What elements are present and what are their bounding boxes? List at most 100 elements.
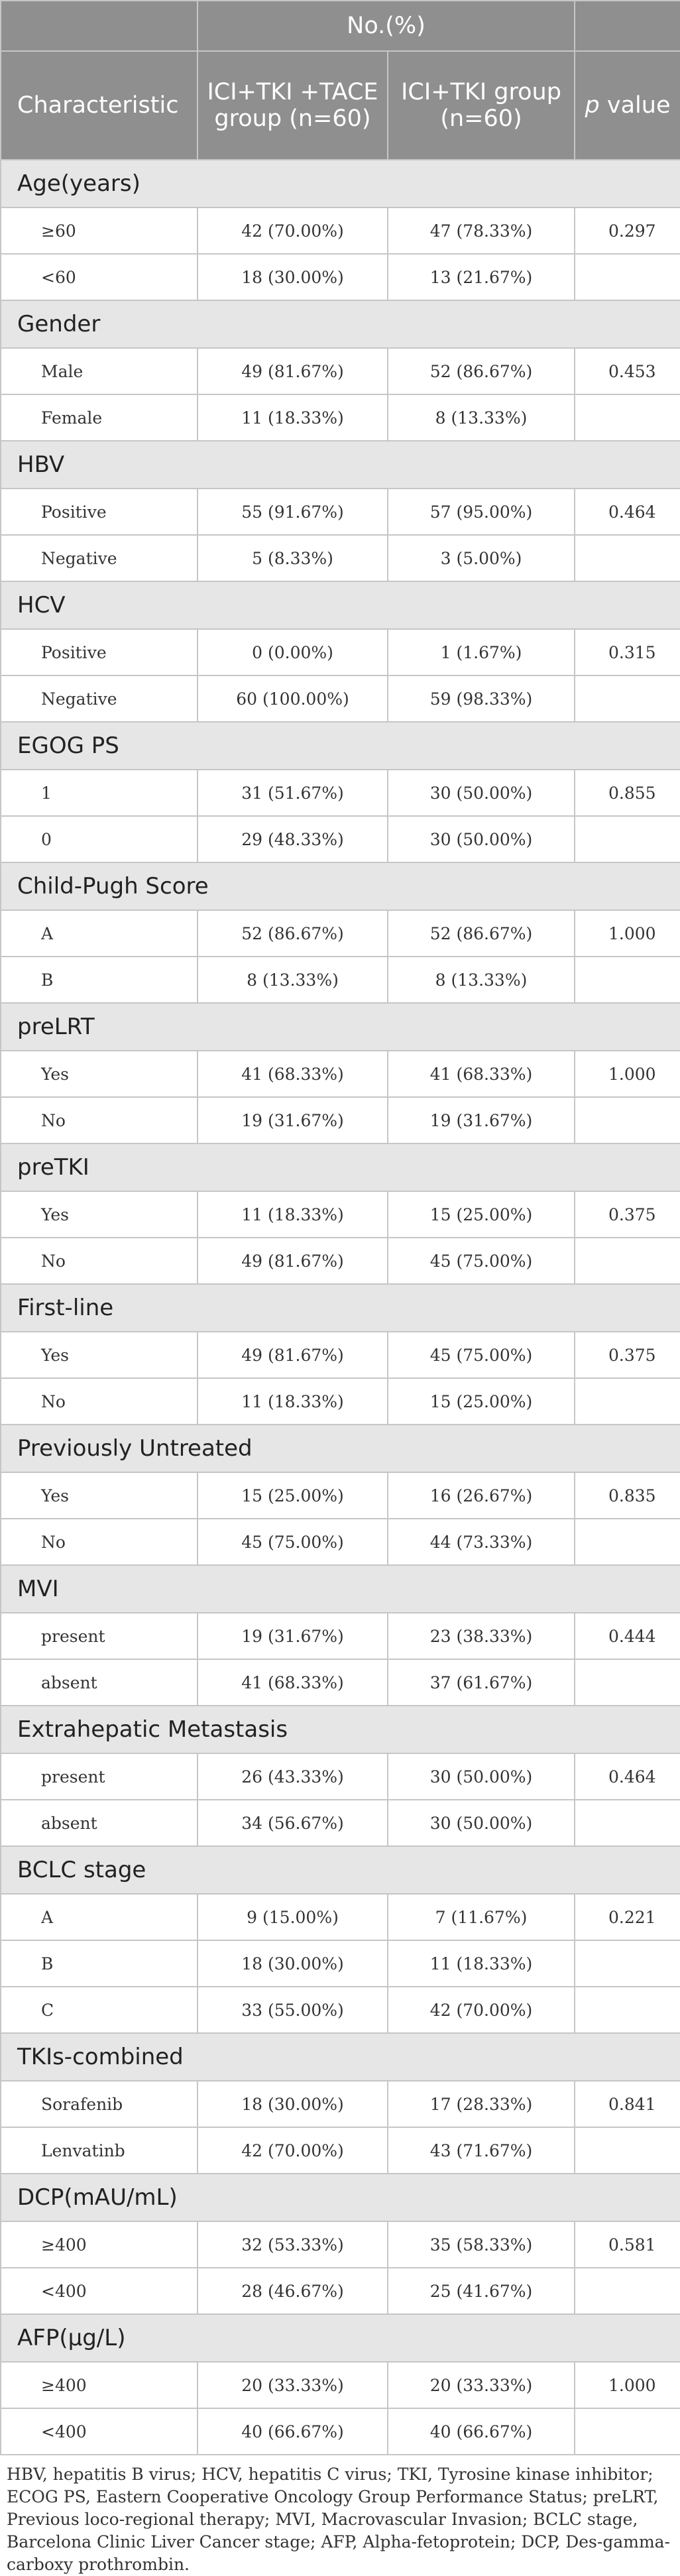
group1-value: 20 (33.33%) (197, 2361, 388, 2409)
group1-value: 19 (31.67%) (197, 1096, 388, 1144)
p-value: 1.000 (574, 909, 680, 957)
p-value (574, 534, 680, 582)
group2-value: 30 (50.00%) (386, 1799, 576, 1847)
section-title: Gender (0, 300, 680, 349)
group1-value: 60 (100.00%) (197, 675, 388, 723)
group2-value: 47 (78.33%) (386, 207, 576, 255)
group2-value: 37 (61.67%) (386, 1659, 576, 1706)
section-header-row: TKIs-combined (0, 2032, 680, 2081)
section-header-row: MVI (0, 1564, 680, 1613)
row-label: No (0, 1237, 198, 1285)
group2-value: 23 (38.33%) (386, 1612, 576, 1660)
row-label: ≥400 (0, 2361, 198, 2409)
table-row: ≥60 42 (70.00%) 47 (78.33%) 0.297 (0, 207, 680, 255)
group1-value: 15 (25.00%) (197, 1472, 388, 1519)
table-footnote: HBV, hepatitis B virus; HCV, hepatitis C… (7, 2465, 671, 2574)
p-value (574, 253, 680, 301)
table-row: Sorafenib 18 (30.00%) 17 (28.33%) 0.841 (0, 2080, 680, 2128)
section-header-row: Extrahepatic Metastasis (0, 1705, 680, 1754)
row-label: absent (0, 1799, 198, 1847)
table-row: Negative 60 (100.00%) 59 (98.33%) (0, 675, 680, 723)
row-label: Positive (0, 628, 198, 676)
section-header-row: HBV (0, 440, 680, 489)
row-label: No (0, 1377, 198, 1425)
row-label: <400 (0, 2267, 198, 2315)
table-row: C 33 (55.00%) 42 (70.00%) (0, 1986, 680, 2034)
group2-value: 1 (1.67%) (386, 628, 576, 676)
group2-header: ICI+TKI group (n=60) (386, 50, 576, 160)
section-header-row: Previously Untreated (0, 1424, 680, 1473)
row-label: present (0, 1612, 198, 1660)
group2-value: 20 (33.33%) (386, 2361, 576, 2409)
section-title: preTKI (0, 1143, 680, 1192)
group1-value: 18 (30.00%) (197, 2080, 388, 2128)
row-label: <400 (0, 2408, 198, 2455)
group1-value: 19 (31.67%) (197, 1612, 388, 1660)
p-value (574, 1799, 680, 1847)
p-value: 0.315 (574, 628, 680, 676)
row-label: Negative (0, 534, 198, 582)
p-value (574, 1377, 680, 1425)
p-value (574, 1659, 680, 1706)
row-label: A (0, 1893, 198, 1941)
table-row: Positive 55 (91.67%) 57 (95.00%) 0.464 (0, 488, 680, 536)
table-row: No 19 (31.67%) 19 (31.67%) (0, 1096, 680, 1144)
group2-value: 3 (5.00%) (386, 534, 576, 582)
group1-value: 18 (30.00%) (197, 253, 388, 301)
section-header-row: AFP(μg/L) (0, 2313, 680, 2363)
row-label: Positive (0, 488, 198, 536)
row-label: No (0, 1518, 198, 1566)
group2-value: 30 (50.00%) (386, 769, 576, 817)
p-value (574, 1518, 680, 1566)
p-value (574, 2127, 680, 2174)
row-label: B (0, 956, 198, 1004)
table-header: No.(%) Characteristic ICI+TKI +TACE grou… (0, 0, 680, 160)
p-value (574, 1096, 680, 1144)
table-row: 0 29 (48.33%) 30 (50.00%) (0, 815, 680, 863)
group1-value: 42 (70.00%) (197, 2127, 388, 2174)
group1-value: 34 (56.67%) (197, 1799, 388, 1847)
table-row: ≥400 32 (53.33%) 35 (58.33%) 0.581 (0, 2221, 680, 2268)
group1-value: 49 (81.67%) (197, 1237, 388, 1285)
p-italic: p (585, 92, 600, 119)
p-value-suffix: value (599, 92, 671, 119)
group1-value: 29 (48.33%) (197, 815, 388, 863)
p-value (574, 2267, 680, 2315)
group1-value: 0 (0.00%) (197, 628, 388, 676)
p-value: 1.000 (574, 1050, 680, 1098)
p-value: 0.297 (574, 207, 680, 255)
group1-value: 28 (46.67%) (197, 2267, 388, 2315)
table-row: ≥400 20 (33.33%) 20 (33.33%) 1.000 (0, 2361, 680, 2409)
row-label: Yes (0, 1191, 198, 1238)
row-label: Sorafenib (0, 2080, 198, 2128)
row-label: Yes (0, 1331, 198, 1379)
section-header-row: Age(years) (0, 159, 680, 208)
p-value: 0.375 (574, 1331, 680, 1379)
group1-value: 33 (55.00%) (197, 1986, 388, 2034)
row-label: Negative (0, 675, 198, 723)
group1-value: 11 (18.33%) (197, 1191, 388, 1238)
p-value-header: p value (574, 50, 680, 160)
row-label: B (0, 1940, 198, 1987)
p-value: 0.835 (574, 1472, 680, 1519)
table-row: Positive 0 (0.00%) 1 (1.67%) 0.315 (0, 628, 680, 676)
group1-value: 42 (70.00%) (197, 207, 388, 255)
section-header-row: preLRT (0, 1002, 680, 1051)
section-header-row: HCV (0, 581, 680, 630)
group2-value: 44 (73.33%) (386, 1518, 576, 1566)
table-row: Male 49 (81.67%) 52 (86.67%) 0.453 (0, 347, 680, 395)
p-value: 0.444 (574, 1612, 680, 1660)
group1-value: 49 (81.67%) (197, 1331, 388, 1379)
section-title: preLRT (0, 1002, 680, 1051)
group2-value: 45 (75.00%) (386, 1237, 576, 1285)
section-title: TKIs-combined (0, 2032, 680, 2081)
group2-value: 45 (75.00%) (386, 1331, 576, 1379)
p-value: 0.581 (574, 2221, 680, 2268)
section-title: Extrahepatic Metastasis (0, 1705, 680, 1754)
group2-value: 43 (71.67%) (386, 2127, 576, 2174)
table-row: No 45 (75.00%) 44 (73.33%) (0, 1518, 680, 1566)
section-title: DCP(mAU/mL) (0, 2173, 680, 2222)
row-label: Yes (0, 1472, 198, 1519)
